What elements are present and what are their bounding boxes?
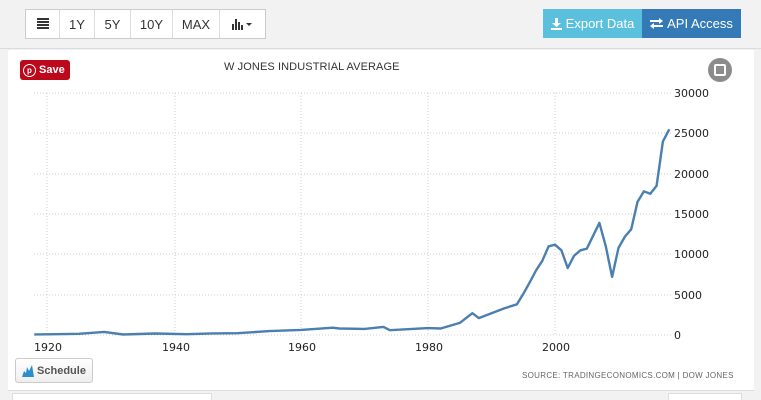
schedule-icon <box>22 364 35 377</box>
calendar-icon <box>36 18 49 29</box>
x-tick: 1920 <box>34 341 62 354</box>
y-tick: 5000 <box>674 289 702 302</box>
schedule-button[interactable]: Schedule <box>15 358 93 383</box>
range-1y-button[interactable]: 1Y <box>60 10 95 38</box>
x-tick: 1960 <box>288 341 316 354</box>
toolbar-actions: Export Data API Access <box>543 9 741 38</box>
dow-series-line <box>34 128 671 336</box>
y-tick: 0 <box>674 329 681 342</box>
fullscreen-icon <box>714 64 726 76</box>
bottom-strip <box>8 390 754 400</box>
schedule-label: Schedule <box>37 364 86 377</box>
chart-toolbar: 1Y 5Y 10Y MAX Export Data API Access <box>0 0 761 49</box>
range-5y-button[interactable]: 5Y <box>95 10 131 38</box>
grid-lines <box>34 92 672 336</box>
y-tick: 30000 <box>674 87 709 100</box>
bottom-right-box <box>668 393 742 400</box>
pin-save-label: Save <box>39 64 65 76</box>
pinterest-save-button[interactable]: p Save <box>20 60 70 80</box>
y-tick: 25000 <box>674 127 709 140</box>
chart-title: W JONES INDUSTRIAL AVERAGE <box>224 61 400 73</box>
y-tick: 15000 <box>674 208 709 221</box>
export-data-button[interactable]: Export Data <box>543 9 642 38</box>
x-tick: 1980 <box>415 341 443 354</box>
source-credit: SOURCE: TRADINGECONOMICS.COM | DOW JONES <box>522 371 734 380</box>
y-tick: 20000 <box>674 168 709 181</box>
pinterest-icon: p <box>23 63 36 77</box>
range-button-group: 1Y 5Y 10Y MAX <box>25 9 266 39</box>
fullscreen-button[interactable] <box>708 58 732 82</box>
export-data-label: Export Data <box>565 16 635 31</box>
chart-type-dropdown[interactable] <box>220 10 265 38</box>
exchange-icon <box>650 18 664 29</box>
caret-down-icon <box>245 23 252 26</box>
calendar-button[interactable] <box>26 10 60 38</box>
range-max-button[interactable]: MAX <box>173 10 220 38</box>
api-access-label: API Access <box>667 16 733 31</box>
x-tick: 1940 <box>162 341 190 354</box>
range-10y-button[interactable]: 10Y <box>131 10 173 38</box>
bottom-left-box <box>12 393 212 400</box>
api-access-button[interactable]: API Access <box>642 9 741 38</box>
download-icon <box>550 17 562 30</box>
bar-chart-icon <box>231 19 252 30</box>
x-tick: 2000 <box>542 341 570 354</box>
y-tick: 10000 <box>674 248 709 261</box>
